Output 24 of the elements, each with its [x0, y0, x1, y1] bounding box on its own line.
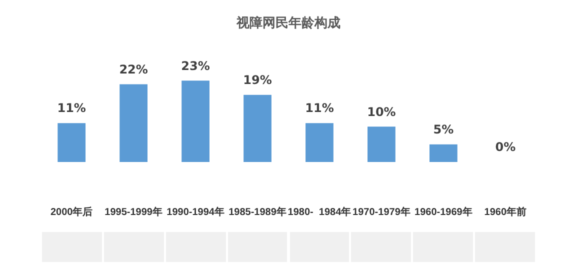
x-tick-label: 1970-1979年: [352, 206, 410, 218]
data-label: 22%: [119, 62, 148, 76]
chart-title: 视障网民年龄构成: [236, 15, 340, 32]
bar: [429, 144, 458, 162]
bar: [244, 94, 272, 162]
bar: [58, 123, 86, 162]
x-tick-label: 1960年前: [484, 206, 527, 218]
bar: [306, 123, 334, 162]
x-tick-label: 1995-1999年: [104, 206, 162, 218]
data-label: 19%: [243, 72, 272, 87]
x-tick-label: 1990-1994年: [166, 206, 224, 218]
data-label: 0%: [495, 140, 516, 154]
x-tick-label: 1960-1969年: [414, 206, 472, 218]
data-label: 11%: [57, 101, 86, 116]
bar: [368, 126, 396, 162]
data-label: 23%: [181, 58, 210, 73]
bar: [120, 84, 148, 162]
data-label: 5%: [433, 122, 454, 136]
x-tick-label: 1980- 1984年: [288, 206, 352, 218]
x-tick-label: 2000年后: [50, 206, 93, 218]
bar: [182, 80, 210, 162]
x-tick-label: 1985-1989年: [228, 206, 286, 218]
data-label: 11%: [305, 101, 334, 116]
data-label: 10%: [367, 104, 396, 119]
